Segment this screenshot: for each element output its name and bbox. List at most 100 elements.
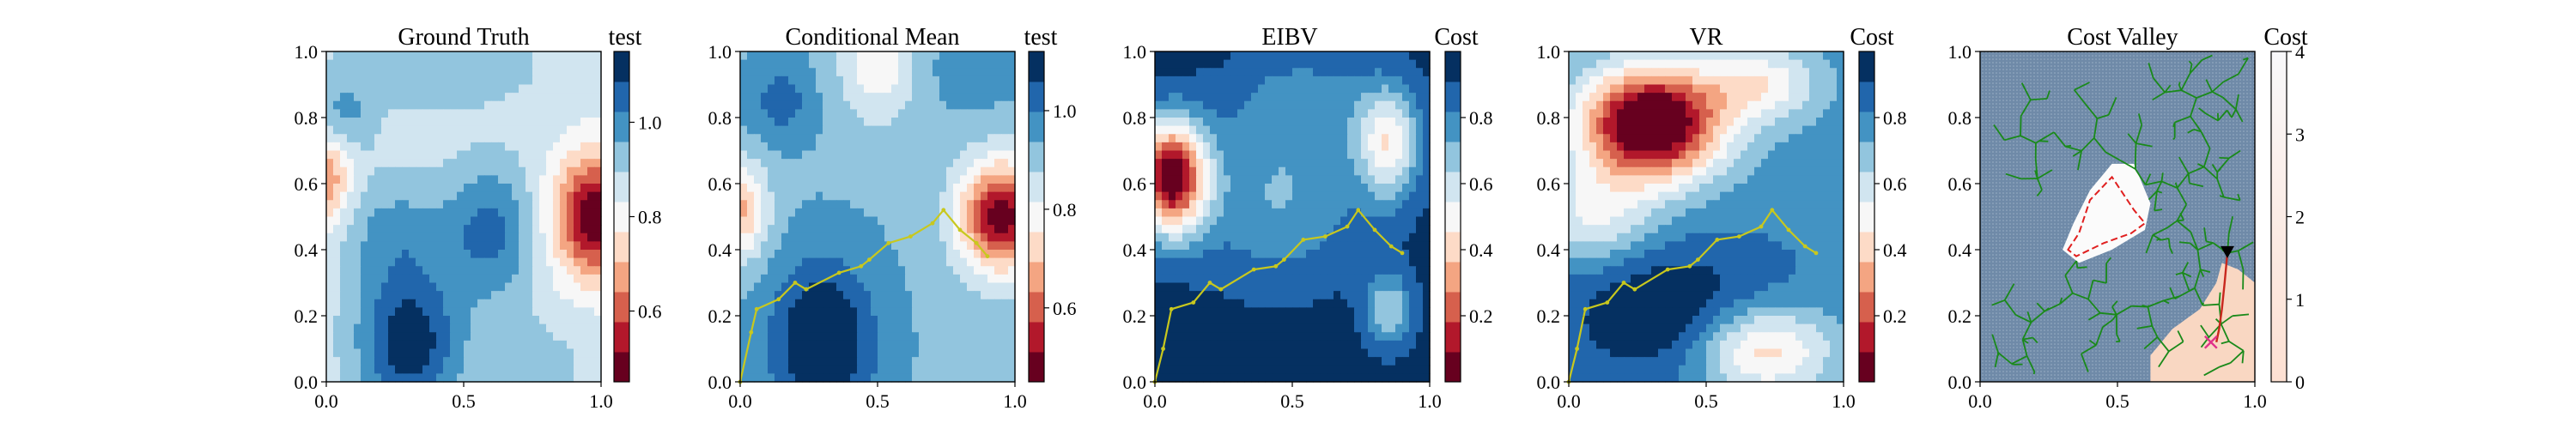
heatmap-cell [457, 348, 465, 358]
heatmap-cell [388, 323, 396, 333]
heatmap-cell [939, 340, 947, 350]
heatmap-cell [519, 100, 526, 110]
heatmap-cell [505, 332, 513, 341]
heatmap-cell [987, 250, 995, 259]
heatmap-cell [898, 274, 906, 284]
heatmap-cell [471, 208, 478, 218]
heatmap-cell [1169, 250, 1176, 259]
heatmap-cell [402, 266, 410, 275]
heatmap-cell [526, 208, 533, 218]
heatmap-cell [333, 142, 341, 152]
heatmap-cell [422, 307, 430, 317]
heatmap-cell [505, 51, 513, 61]
heatmap-cell [1169, 323, 1176, 333]
heatmap-cell [457, 68, 465, 77]
heatmap-cell [1382, 142, 1389, 152]
heatmap-cell [381, 51, 389, 61]
heatmap-cell [1251, 200, 1259, 209]
heatmap-cell [754, 59, 762, 69]
heatmap-cell [1395, 100, 1403, 110]
heatmap-cell [809, 100, 817, 110]
colorbar-segment [614, 322, 629, 353]
heatmap-cell [1402, 357, 1410, 366]
heatmap-cell [450, 84, 458, 94]
heatmap-cell [878, 150, 885, 160]
heatmap-cell [871, 150, 878, 160]
heatmap-cell [532, 348, 540, 358]
heatmap-cell [761, 159, 769, 168]
heatmap-cell [1423, 166, 1431, 176]
heatmap-cell [816, 316, 823, 325]
heatmap-cell [775, 76, 782, 86]
heatmap-cell [1313, 166, 1321, 176]
heatmap-cell [1361, 159, 1369, 168]
heatmap-cell [1237, 134, 1245, 143]
heatmap-cell [1347, 316, 1355, 325]
heatmap-cell [464, 250, 471, 259]
panel-conditional-mean: Conditional Mean test [786, 24, 1058, 51]
heatmap-cell [409, 68, 416, 77]
heatmap-cell [1402, 76, 1410, 86]
heatmap-cell [781, 373, 789, 383]
heatmap-cell [388, 299, 396, 308]
heatmap-cell [498, 316, 506, 325]
heatmap-cell [1416, 241, 1424, 251]
heatmap-cell [402, 216, 410, 226]
heatmap-cell [539, 76, 547, 86]
heatmap-cell [416, 323, 423, 333]
colorbar-ground-truth: 0.60.81.0 [613, 51, 662, 383]
heatmap-cell [905, 200, 913, 209]
heatmap-cell [994, 150, 1002, 160]
heatmap-cell [946, 340, 954, 350]
heatmap-cell [1395, 125, 1403, 135]
heatmap-cell [388, 184, 396, 193]
heatmap-cell [912, 274, 920, 284]
heatmap-cell [1354, 208, 1362, 218]
heatmap-cell [395, 76, 403, 86]
heatmap-cell [560, 184, 568, 193]
heatmap-cell [823, 357, 830, 366]
heatmap-cell [1423, 340, 1431, 350]
heatmap-cell [1320, 166, 1327, 176]
heatmap-cell [1155, 109, 1163, 118]
heatmap-cell [1196, 93, 1204, 102]
heatmap-cell [429, 365, 437, 374]
heatmap-cell [816, 68, 823, 77]
heatmap-cell [477, 59, 485, 69]
colorbar-segment [1029, 262, 1044, 293]
heatmap-cell [974, 109, 981, 118]
heatmap-cell [960, 241, 968, 251]
heatmap-cell [864, 93, 872, 102]
heatmap-cell [1285, 291, 1293, 300]
colorbar-frame [1028, 51, 1045, 383]
heatmap-cell [1361, 200, 1369, 209]
heatmap-cell [919, 316, 927, 325]
heatmap-cell [1237, 76, 1245, 86]
heatmap-cell [960, 373, 968, 383]
heatmap-cell [1395, 348, 1403, 358]
heatmap-cell [416, 142, 423, 152]
heatmap-cell [1285, 59, 1293, 69]
heatmap-cell [457, 316, 465, 325]
heatmap-cell [422, 208, 430, 218]
heatmap-cell [871, 200, 878, 209]
heatmap-cell [836, 191, 844, 201]
heatmap-cell [1265, 118, 1273, 127]
heatmap-cell [775, 332, 782, 341]
heatmap-cell [1237, 175, 1245, 184]
heatmap-cell [471, 166, 478, 176]
heatmap-cell [450, 340, 458, 350]
heatmap-cell [981, 200, 988, 209]
heatmap-cell [891, 225, 899, 234]
heatmap-cell [450, 68, 458, 77]
heatmap-cell [333, 323, 341, 333]
heatmap-cell [981, 250, 988, 259]
colorbar-segment [1445, 112, 1461, 142]
heatmap-cell [1272, 208, 1279, 218]
heatmap-cell [567, 68, 574, 77]
heatmap-cell [457, 118, 465, 127]
heatmap-cell [1423, 291, 1431, 300]
heatmap-cell [1176, 200, 1183, 209]
heatmap-cell [1265, 316, 1273, 325]
heatmap-cell [340, 291, 348, 300]
